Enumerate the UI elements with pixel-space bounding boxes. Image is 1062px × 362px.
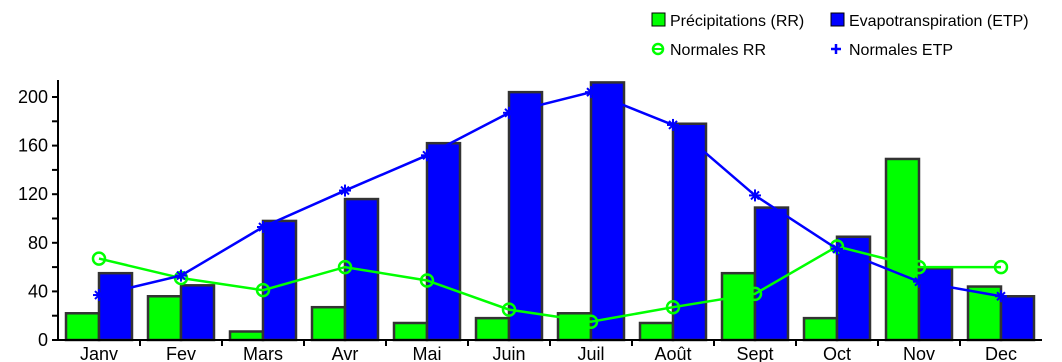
point-normales-rr-0 xyxy=(91,251,107,266)
x-ticks: Janv Fev Mars Avr Mai Juin Juil Août Sept Oct Nov D… xyxy=(80,340,1017,362)
point-normales-rr-8 xyxy=(747,286,763,302)
x-tick-label-3: Avr xyxy=(332,344,359,362)
bar-rr-0 xyxy=(64,312,101,342)
point-normales-rr-4 xyxy=(419,273,435,288)
legend-label-etp: Evapotranspiration (ETP) xyxy=(849,13,1029,30)
bar-etp-4 xyxy=(425,141,462,342)
bar-rr-3 xyxy=(310,305,347,342)
x-tick-label-2: Mars xyxy=(243,344,283,362)
legend-marker-normales-rr xyxy=(651,42,665,56)
point-normales-etp-7 xyxy=(667,118,679,131)
y-tick-label-160: 160 xyxy=(18,136,48,156)
bar-etp-11 xyxy=(999,295,1036,342)
bar-rr-7 xyxy=(638,321,675,342)
x-tick-label-11: Dec xyxy=(985,344,1017,362)
legend-swatch-rr xyxy=(651,12,666,27)
bar-etp-0 xyxy=(97,271,134,342)
x-tick-label-6: Juil xyxy=(577,344,604,362)
legend: Précipitations (RR) Evapotranspiration (… xyxy=(651,12,1029,59)
point-normales-etp-1 xyxy=(175,269,187,282)
point-normales-etp-10 xyxy=(913,275,925,288)
point-normales-etp-6 xyxy=(585,86,597,99)
bar-etp-1 xyxy=(179,284,216,342)
legend-marker-normales-etp xyxy=(831,44,841,54)
point-normales-rr-3 xyxy=(337,259,353,275)
y-ticks: 0 40 80 120 160 200 xyxy=(18,87,58,350)
point-normales-rr-6 xyxy=(583,314,599,330)
legend-swatch-etp xyxy=(830,12,845,27)
x-tick-label-1: Fev xyxy=(166,344,196,362)
point-normales-etp-8 xyxy=(749,189,761,202)
point-normales-rr-5 xyxy=(501,302,517,317)
bar-rr-9 xyxy=(802,316,839,342)
x-tick-label-5: Juin xyxy=(492,344,525,362)
legend-label-normales-etp: Normales ETP xyxy=(849,42,953,59)
x-tick-label-8: Sept xyxy=(736,344,773,362)
bars-layer xyxy=(64,81,1036,342)
y-tick-label-120: 120 xyxy=(18,184,48,204)
point-normales-rr-11 xyxy=(993,259,1009,275)
bar-etp-9 xyxy=(835,235,872,342)
x-tick-label-10: Nov xyxy=(903,344,935,362)
legend-label-rr: Précipitations (RR) xyxy=(670,13,804,30)
line-normales-etp xyxy=(98,90,1002,298)
point-normales-rr-10 xyxy=(911,259,927,275)
bar-etp-8 xyxy=(753,206,790,342)
bar-rr-1 xyxy=(146,295,183,342)
bar-rr-4 xyxy=(392,321,429,342)
x-tick-label-7: Août xyxy=(654,344,691,362)
lines-layer xyxy=(91,86,1009,330)
point-normales-etp-9 xyxy=(831,242,843,255)
x-tick-label-4: Mai xyxy=(412,344,441,362)
point-normales-rr-2 xyxy=(255,282,271,298)
bar-rr-8 xyxy=(720,271,757,342)
y-tick-label-40: 40 xyxy=(28,281,48,301)
point-normales-etp-11 xyxy=(995,290,1007,303)
point-normales-etp-2 xyxy=(257,221,269,234)
bar-rr-5 xyxy=(474,316,511,342)
line-normales-rr xyxy=(98,245,1001,324)
x-tick-label-9: Oct xyxy=(823,344,851,362)
bar-rr-2 xyxy=(228,330,265,342)
point-normales-etp-3 xyxy=(339,184,351,197)
bar-etp-5 xyxy=(507,90,544,342)
bar-etp-6 xyxy=(589,81,626,342)
bar-rr-10 xyxy=(884,157,921,342)
x-tick-label-0: Janv xyxy=(80,344,118,362)
y-tick-label-0: 0 xyxy=(38,330,48,350)
point-normales-etp-0 xyxy=(93,289,105,302)
point-normales-etp-4 xyxy=(421,149,433,162)
y-tick-label-200: 200 xyxy=(18,87,48,107)
bar-etp-2 xyxy=(261,219,298,342)
point-normales-etp-5 xyxy=(503,106,515,119)
point-normales-rr-7 xyxy=(665,299,681,315)
y-tick-label-80: 80 xyxy=(28,233,48,253)
bar-etp-10 xyxy=(917,267,954,342)
legend-label-normales-rr: Normales RR xyxy=(670,42,766,59)
